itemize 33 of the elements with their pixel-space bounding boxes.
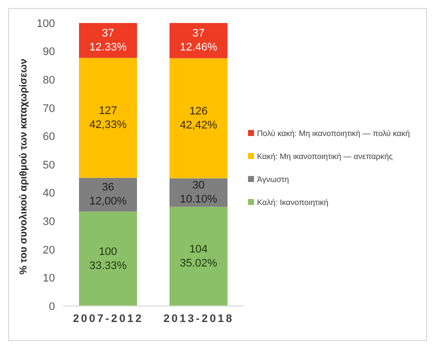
y-tick-label: 60: [42, 131, 55, 144]
y-tick-label: 50: [42, 159, 55, 172]
y-tick-label: 20: [42, 244, 55, 256]
bar: [79, 212, 137, 306]
bar: [170, 58, 228, 178]
y-tick-label: 30: [42, 216, 55, 228]
y-tick-label: 100: [36, 18, 55, 30]
data-label: 100 33.33%: [89, 246, 127, 272]
legend-label: Καλή: Ικανοποιητική: [257, 198, 328, 206]
data-label: 30 10.10%: [180, 180, 218, 206]
legend-label: Πολύ κακή: Μη ικανοποιητική — πολύ κακή: [257, 128, 410, 138]
y-tick-label: 90: [42, 46, 55, 58]
y-tick-label: 70: [42, 102, 55, 115]
bar: [79, 178, 137, 212]
bar: [79, 23, 137, 58]
x-tick-label: 2013-2018: [163, 312, 234, 325]
bar: [79, 58, 137, 178]
data-label: 127 42,33%: [89, 104, 127, 131]
data-label: 37 12.46%: [180, 28, 218, 54]
x-tick-label: 2007-2012: [72, 312, 144, 325]
legend-label: Κακή: Μη ικανοποιητική — ανεπαρκής: [257, 152, 393, 160]
data-label: 36 12,00%: [89, 182, 127, 208]
bar: [170, 23, 228, 58]
data-label: 37 12.33%: [89, 27, 127, 54]
y-tick-label: 0: [48, 300, 55, 313]
y-tick-label: 10: [42, 272, 55, 285]
bar: [170, 206, 228, 306]
legend-label: Άγνωστη: [257, 174, 289, 184]
data-label: 126 42,42%: [180, 105, 218, 132]
data-label: 104 35.02%: [180, 243, 218, 270]
y-tick-label: 40: [42, 188, 55, 200]
y-tick-label: 80: [42, 74, 55, 87]
y-axis-title: % του συνολικού αριθμού των καταχωρίσεων: [18, 58, 30, 274]
